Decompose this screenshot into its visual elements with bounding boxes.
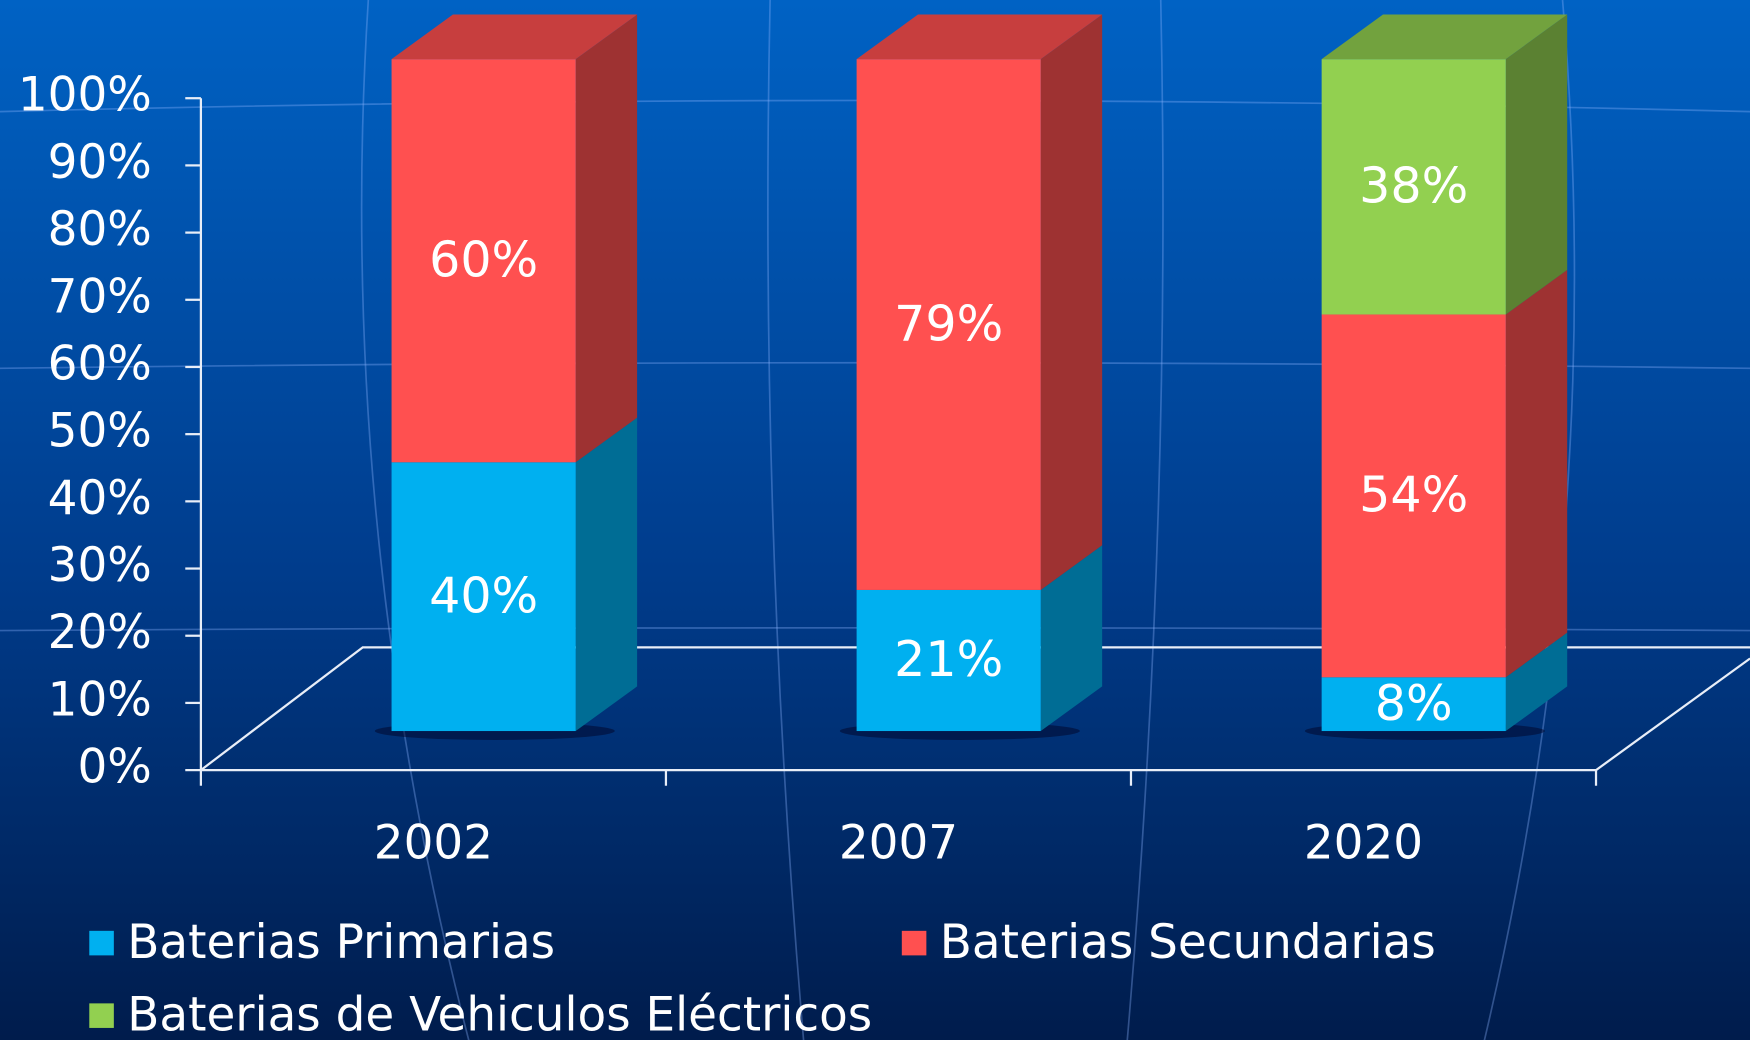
data-label: 21% xyxy=(894,630,1003,688)
legend-label: Baterias Secundarias xyxy=(940,915,1436,970)
bar-side xyxy=(1505,632,1568,732)
bar xyxy=(391,462,576,732)
plot-area: 0% 10% 20% 30% 40% 50% 60% 70% 80% 90% 100% 2002 40%… xyxy=(18,14,1750,1040)
x-tick-label: 2002 xyxy=(374,816,493,871)
bar xyxy=(856,59,1041,590)
bar-top xyxy=(856,14,1103,60)
y-tick-label: 20% xyxy=(48,605,152,660)
legend-label: Baterias de Vehiculos Eléctricos xyxy=(127,987,872,1040)
y-tick-label: 30% xyxy=(48,538,152,593)
bar-side xyxy=(1040,545,1103,732)
bar xyxy=(856,589,1041,732)
bar-top xyxy=(1321,14,1568,60)
legend-swatch xyxy=(89,1003,114,1028)
bar-side xyxy=(575,417,638,732)
bar-side xyxy=(1505,14,1568,315)
y-tick-label: 40% xyxy=(48,471,152,526)
bar-top xyxy=(391,14,638,60)
legend-swatch xyxy=(901,930,927,956)
y-tick-label: 70% xyxy=(48,269,152,324)
data-label: 79% xyxy=(894,294,1003,352)
y-tick-label: 50% xyxy=(48,404,152,459)
y-tick-label: 10% xyxy=(48,672,152,727)
y-tick-label: 100% xyxy=(18,68,152,123)
y-tick-label: 90% xyxy=(48,135,152,190)
x-tick-label: 2020 xyxy=(1304,816,1423,871)
data-label: 38% xyxy=(1359,157,1468,215)
bar-side xyxy=(1040,14,1103,590)
x-tick-label: 2007 xyxy=(839,816,958,871)
y-tick-label: 80% xyxy=(48,202,152,257)
y-tick-label: 60% xyxy=(48,336,152,391)
y-tick-label: 0% xyxy=(77,740,151,795)
floor xyxy=(200,646,1750,772)
bar xyxy=(1321,59,1506,315)
legend-swatch xyxy=(89,930,114,956)
data-label: 54% xyxy=(1359,466,1468,524)
bar xyxy=(1321,677,1506,732)
data-label: 60% xyxy=(429,230,538,288)
bar-side xyxy=(575,14,638,463)
data-label: 8% xyxy=(1375,674,1453,732)
legend-label: Baterias Primarias xyxy=(127,915,555,970)
bar xyxy=(391,59,576,463)
bar xyxy=(1321,314,1506,678)
data-label: 40% xyxy=(429,566,538,624)
bar-side xyxy=(1505,269,1568,678)
